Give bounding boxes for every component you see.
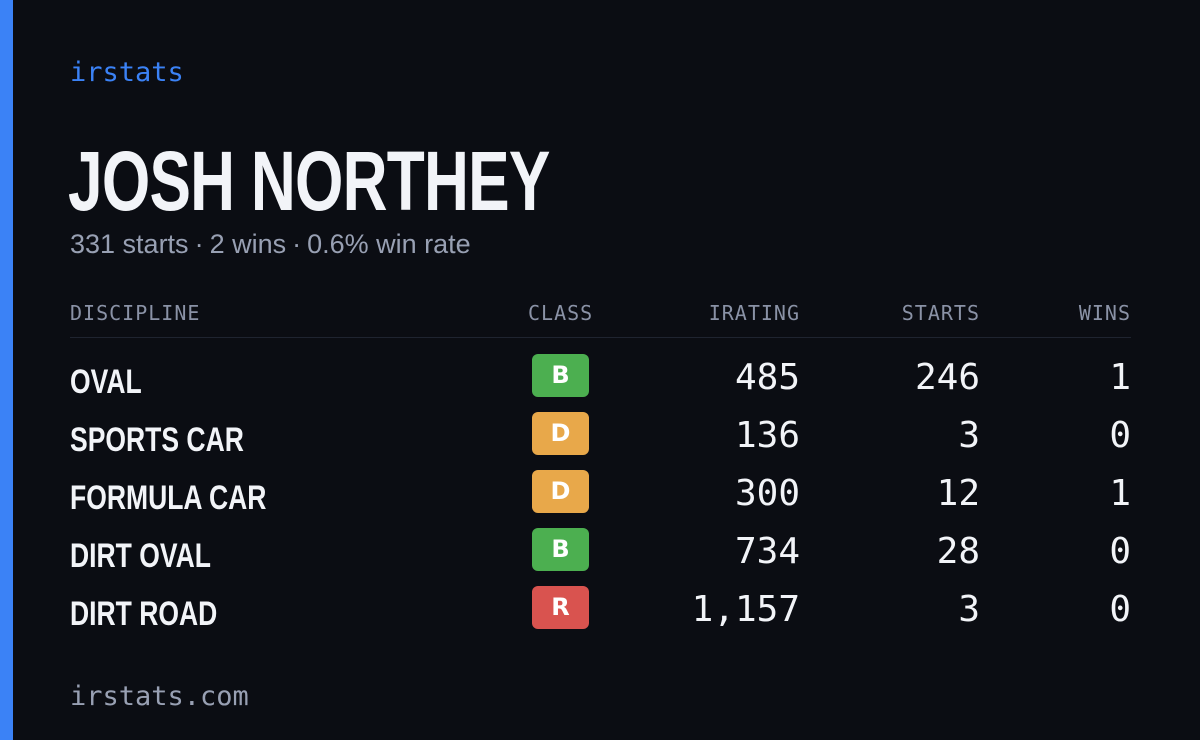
wins-value: 0 [1109, 415, 1131, 456]
class-badge: R [532, 586, 589, 629]
table-row: OVAL B 485 246 1 [70, 352, 1131, 410]
discipline-name: DIRT ROAD [70, 595, 218, 633]
irating-value: 300 [734, 473, 800, 514]
discipline-name: FORMULA CAR [70, 479, 267, 517]
class-badge: B [532, 354, 589, 397]
discipline-table: OVAL B 485 246 1 SPORTS CAR D 136 3 0 FO… [70, 352, 1131, 642]
starts-summary: 331 starts [70, 229, 189, 259]
discipline-name: OVAL [70, 363, 142, 401]
footer-url: irstats.com [70, 681, 249, 712]
header-starts: STARTS [901, 301, 980, 325]
table-row: DIRT OVAL B 734 28 0 [70, 526, 1131, 584]
irating-value: 485 [734, 357, 800, 398]
table-header: DISCIPLINE CLASS IRATING STARTS WINS [70, 298, 1131, 338]
wins-value: 1 [1109, 357, 1131, 398]
discipline-name: SPORTS CAR [70, 421, 244, 459]
starts-value: 3 [958, 589, 980, 630]
starts-value: 12 [936, 473, 980, 514]
class-badge: D [532, 412, 589, 455]
irating-value: 136 [734, 415, 800, 456]
wins-value: 0 [1109, 531, 1131, 572]
header-class: CLASS [528, 301, 594, 325]
win-rate-summary: 0.6% win rate [307, 229, 471, 259]
accent-bar [0, 0, 13, 740]
wins-value: 1 [1109, 473, 1131, 514]
irating-value: 734 [734, 531, 800, 572]
starts-value: 246 [914, 357, 980, 398]
header-discipline: DISCIPLINE [70, 301, 201, 325]
summary-separator: · [194, 229, 204, 259]
wins-summary: 2 wins [209, 229, 287, 259]
header-wins: WINS [1078, 301, 1131, 325]
summary-separator: · [292, 229, 302, 259]
table-row: DIRT ROAD R 1,157 3 0 [70, 584, 1131, 642]
brand-logo-text: irstats [70, 57, 184, 88]
table-row: SPORTS CAR D 136 3 0 [70, 410, 1131, 468]
player-summary: 331 starts · 2 wins · 0.6% win rate [70, 226, 471, 262]
starts-value: 3 [958, 415, 980, 456]
table-row: FORMULA CAR D 300 12 1 [70, 468, 1131, 526]
starts-value: 28 [936, 531, 980, 572]
class-badge: D [532, 470, 589, 513]
discipline-name: DIRT OVAL [70, 537, 211, 575]
irating-value: 1,157 [691, 589, 800, 630]
header-irating: IRATING [708, 301, 800, 325]
class-badge: B [532, 528, 589, 571]
wins-value: 0 [1109, 589, 1131, 630]
player-name: JOSH NORTHEY [68, 134, 550, 228]
